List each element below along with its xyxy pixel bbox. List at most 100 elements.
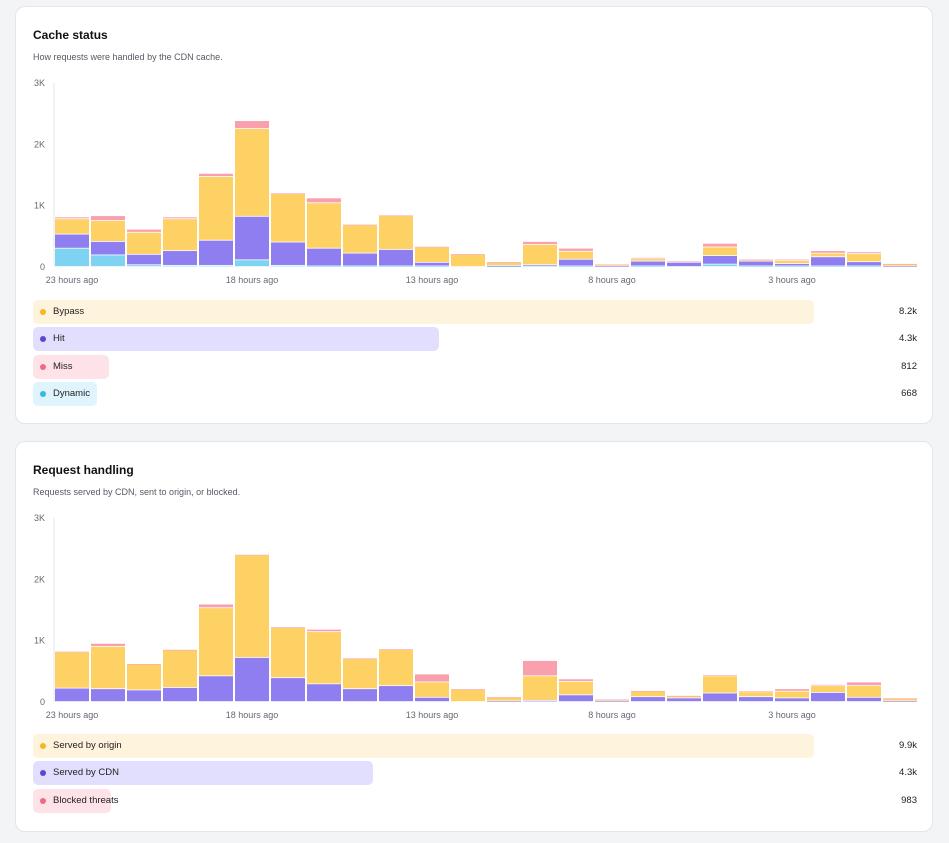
request-bar-blocked[interactable] <box>415 674 449 682</box>
cache-bar-dynamic[interactable] <box>811 266 845 267</box>
request-bar-served-cdn[interactable] <box>127 690 161 702</box>
request-bar-served-cdn[interactable] <box>703 693 737 702</box>
cache-bar-bypass[interactable] <box>847 254 881 262</box>
cache-bar-miss[interactable] <box>487 262 521 263</box>
request-bar-blocked[interactable] <box>883 698 917 699</box>
request-bar-served-cdn[interactable] <box>523 700 557 702</box>
request-bar-served-origin[interactable] <box>55 652 89 688</box>
request-bar-blocked[interactable] <box>523 660 557 676</box>
cache-bar-hit[interactable] <box>271 242 305 265</box>
request-bar-blocked[interactable] <box>307 629 341 632</box>
request-bar-blocked[interactable] <box>847 682 881 686</box>
request-bar-served-origin[interactable] <box>631 691 665 697</box>
cache-bar-hit[interactable] <box>883 266 917 267</box>
cache-bar-dynamic[interactable] <box>379 266 413 267</box>
cache-bar-miss[interactable] <box>847 252 881 254</box>
request-bar-served-cdn[interactable] <box>739 697 773 702</box>
request-bar-served-cdn[interactable] <box>775 698 809 702</box>
request-bar-served-origin[interactable] <box>811 686 845 692</box>
cache-bar-dynamic[interactable] <box>775 266 809 267</box>
cache-bar-miss[interactable] <box>235 121 269 129</box>
cache-bar-miss[interactable] <box>91 216 125 221</box>
cache-bar-hit[interactable] <box>847 262 881 266</box>
cache-bar-miss[interactable] <box>55 217 89 219</box>
cache-bar-miss[interactable] <box>883 263 917 265</box>
cache-bar-bypass[interactable] <box>487 262 521 265</box>
cache-bar-hit[interactable] <box>163 251 197 265</box>
cache-bar-hit[interactable] <box>379 249 413 266</box>
cache-bar-miss[interactable] <box>415 246 449 248</box>
cache-bar-bypass[interactable] <box>163 219 197 251</box>
request-bar-blocked[interactable] <box>703 675 737 676</box>
cache-bar-dynamic[interactable] <box>235 260 269 267</box>
cache-bar-miss[interactable] <box>163 217 197 219</box>
cache-bar-dynamic[interactable] <box>91 255 125 267</box>
request-bar-blocked[interactable] <box>559 679 593 681</box>
cache-bar-dynamic[interactable] <box>343 266 377 267</box>
cache-bar-bypass[interactable] <box>811 253 845 257</box>
request-bar-blocked[interactable] <box>379 649 413 650</box>
cache-bar-dynamic[interactable] <box>163 265 197 267</box>
cache-bar-miss[interactable] <box>703 243 737 247</box>
cache-legend-item-dynamic[interactable]: Dynamic 668 <box>33 381 917 406</box>
cache-bar-dynamic[interactable] <box>847 266 881 267</box>
cache-bar-miss[interactable] <box>775 259 809 261</box>
cache-bar-bypass[interactable] <box>523 244 557 265</box>
request-bar-served-origin[interactable] <box>271 627 305 678</box>
cache-legend-item-hit[interactable]: Hit 4.3k <box>33 327 917 352</box>
request-bar-blocked[interactable] <box>487 697 521 698</box>
request-bar-blocked[interactable] <box>127 663 161 665</box>
request-bar-served-cdn[interactable] <box>55 688 89 702</box>
cache-bar-bypass[interactable] <box>91 221 125 242</box>
cache-bar-bypass[interactable] <box>451 254 485 267</box>
request-bar-served-origin[interactable] <box>883 698 917 701</box>
cache-bar-miss[interactable] <box>451 254 485 255</box>
cache-bar-bypass[interactable] <box>271 194 305 242</box>
cache-bar-bypass[interactable] <box>127 232 161 254</box>
request-bar-served-origin[interactable] <box>595 700 629 701</box>
cache-bar-hit[interactable] <box>415 262 449 266</box>
cache-bar-dynamic[interactable] <box>307 266 341 267</box>
request-bar-blocked[interactable] <box>775 689 809 691</box>
request-bar-served-cdn[interactable] <box>559 695 593 702</box>
request-bar-served-origin[interactable] <box>235 555 269 658</box>
cache-bar-hit[interactable] <box>91 241 125 255</box>
request-bar-served-cdn[interactable] <box>271 678 305 702</box>
request-legend-item-served-cdn[interactable]: Served by CDN 4.3k <box>33 761 917 786</box>
cache-bar-bypass[interactable] <box>703 247 737 256</box>
cache-bar-hit[interactable] <box>235 216 269 260</box>
cache-bar-hit[interactable] <box>199 240 233 265</box>
request-bar-blocked[interactable] <box>199 604 233 608</box>
cache-bar-bypass[interactable] <box>595 265 629 266</box>
request-bar-served-cdn[interactable] <box>163 687 197 702</box>
cache-bar-hit[interactable] <box>595 266 629 267</box>
request-bar-served-origin[interactable] <box>775 691 809 698</box>
request-bar-served-cdn[interactable] <box>811 692 845 702</box>
cache-bar-dynamic[interactable] <box>271 265 305 267</box>
cache-bar-dynamic[interactable] <box>127 265 161 267</box>
request-bar-served-origin[interactable] <box>667 696 701 698</box>
request-bar-blocked[interactable] <box>235 554 269 556</box>
request-bar-served-cdn[interactable] <box>847 697 881 702</box>
request-bar-served-origin[interactable] <box>451 689 485 702</box>
cache-bar-dynamic[interactable] <box>523 265 557 267</box>
cache-bar-hit[interactable] <box>811 257 845 266</box>
cache-bar-hit[interactable] <box>739 261 773 266</box>
request-bar-blocked[interactable] <box>343 658 377 660</box>
cache-bar-dynamic[interactable] <box>703 264 737 267</box>
request-bar-served-cdn[interactable] <box>595 701 629 702</box>
request-bar-served-origin[interactable] <box>343 659 377 689</box>
request-bar-served-origin[interactable] <box>379 649 413 686</box>
cache-bar-bypass[interactable] <box>883 264 917 266</box>
request-bar-served-origin[interactable] <box>199 608 233 676</box>
request-bar-served-origin[interactable] <box>127 664 161 690</box>
request-bar-blocked[interactable] <box>55 651 89 653</box>
request-bar-blocked[interactable] <box>811 684 845 686</box>
request-bar-served-origin[interactable] <box>415 682 449 697</box>
cache-bar-hit[interactable] <box>775 263 809 266</box>
cache-bar-bypass[interactable] <box>775 260 809 264</box>
request-bar-served-origin[interactable] <box>307 632 341 684</box>
cache-bar-hit[interactable] <box>667 262 701 267</box>
cache-bar-bypass[interactable] <box>559 251 593 259</box>
cache-bar-hit[interactable] <box>523 265 557 266</box>
